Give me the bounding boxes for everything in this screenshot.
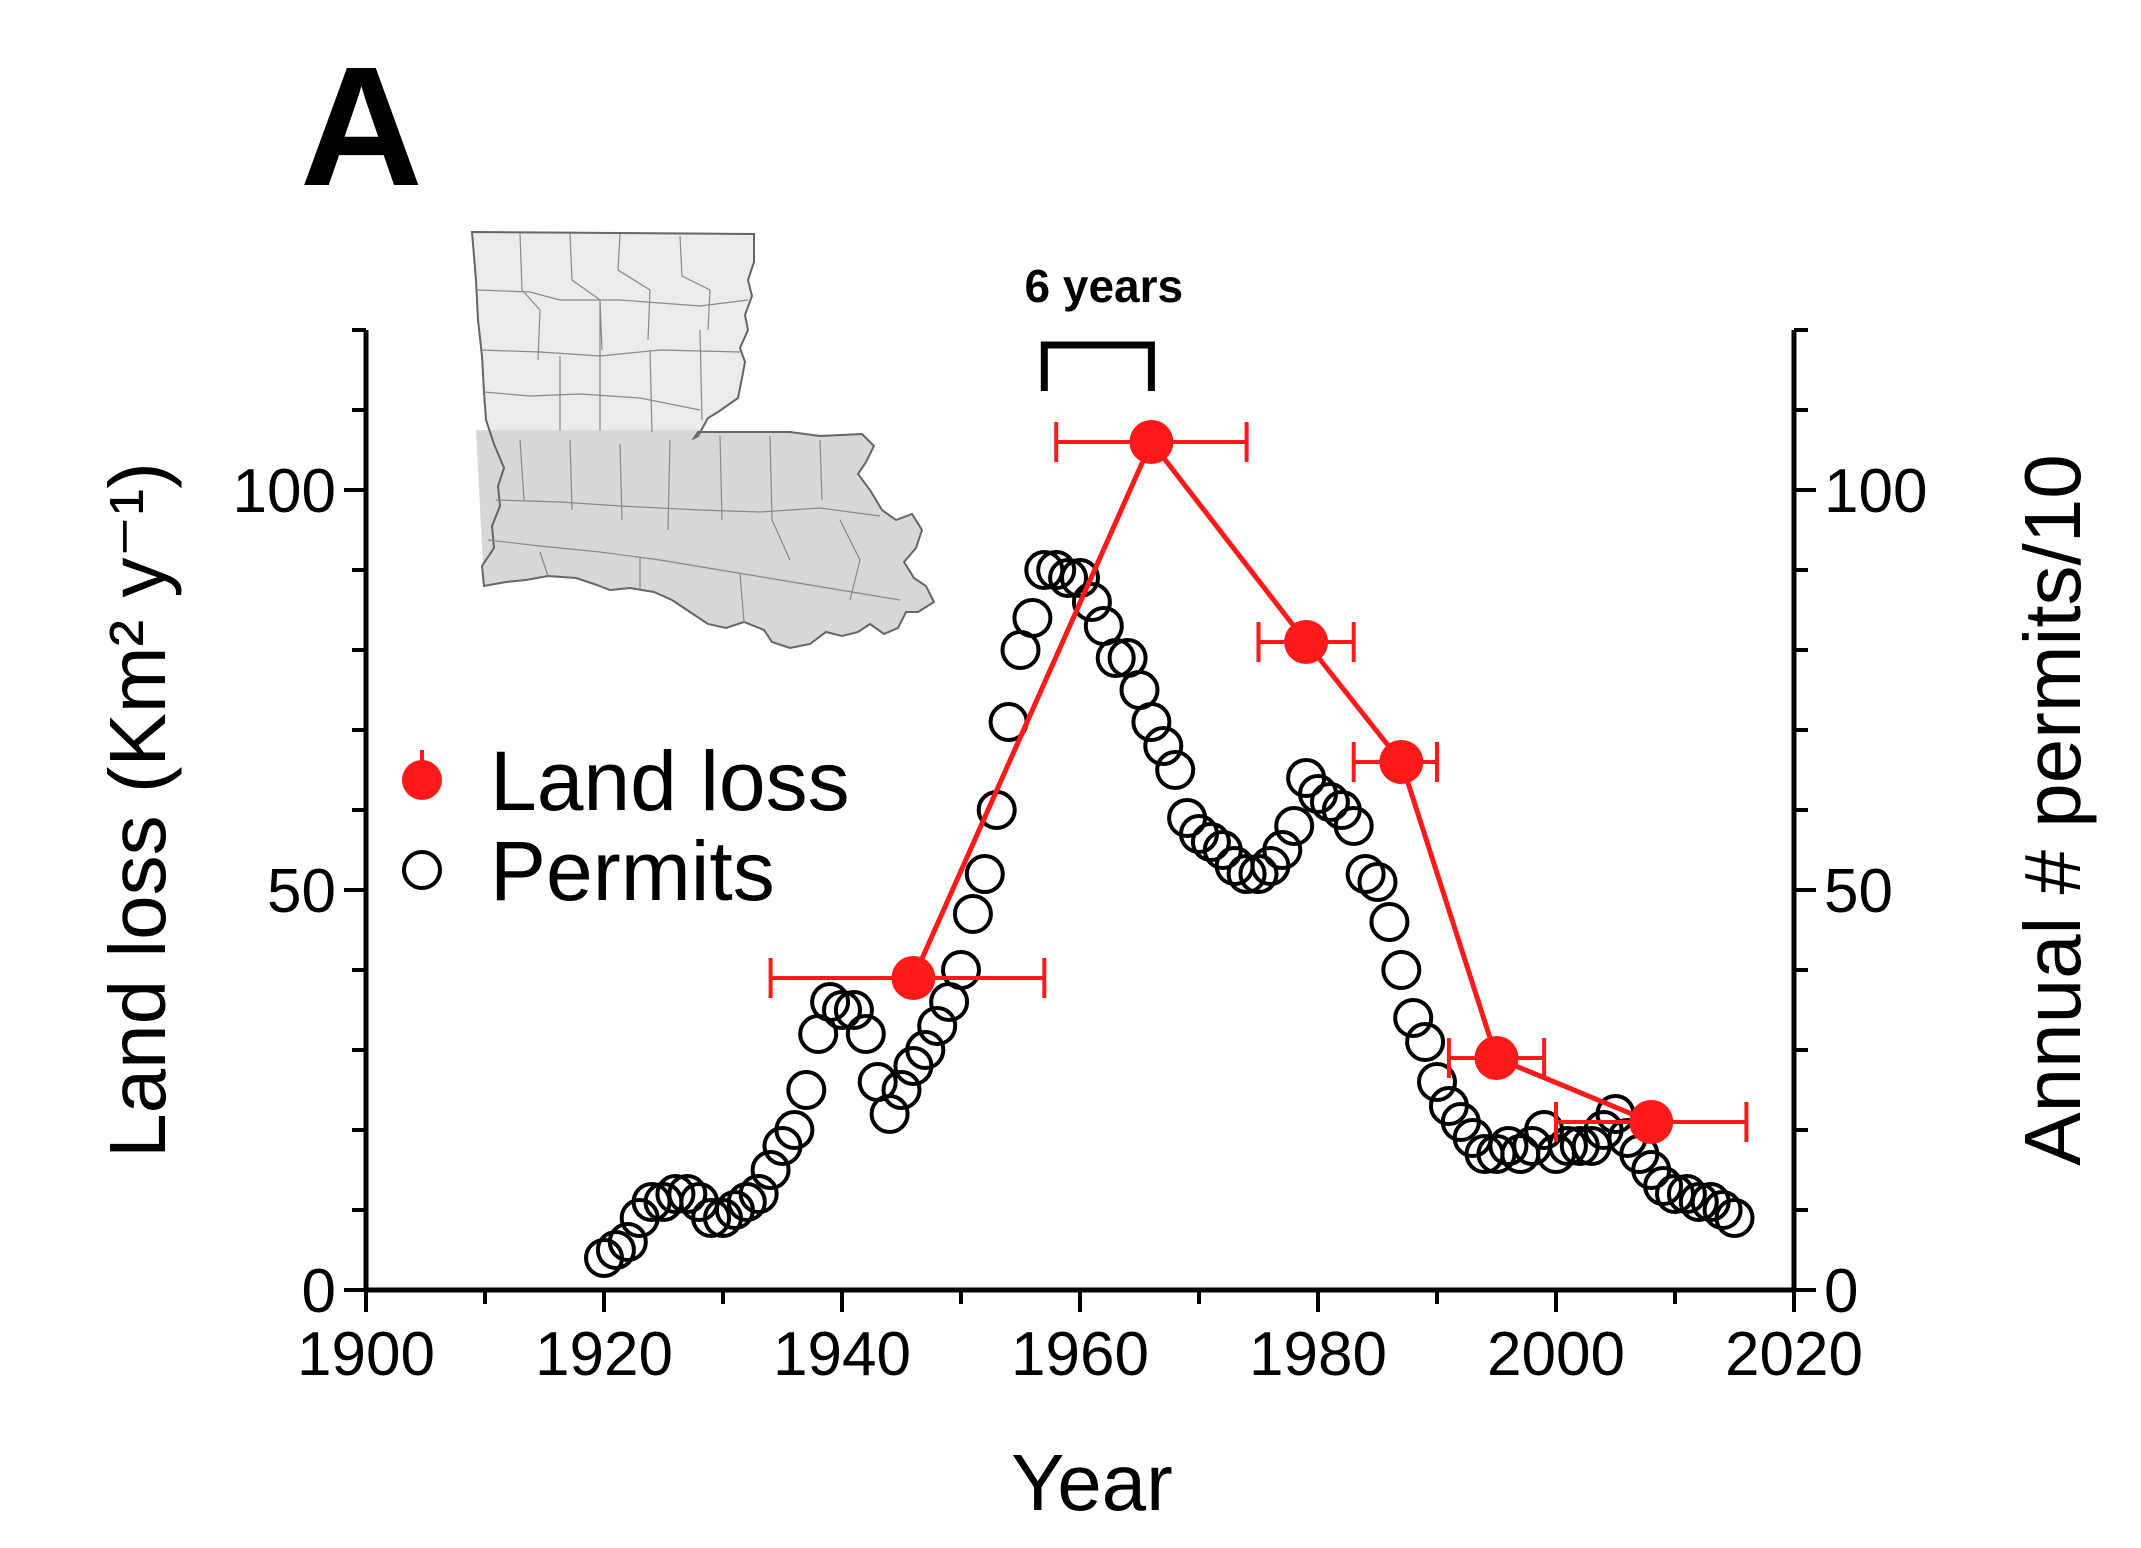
permits-point [786, 1070, 827, 1110]
permits-point [1381, 950, 1422, 990]
left-y-tick-label: 100 [233, 457, 336, 526]
permits-point [1131, 702, 1172, 742]
permits-point [1155, 750, 1196, 790]
permits-point [941, 950, 981, 990]
permits-point [1095, 638, 1136, 678]
permits-point [667, 1174, 708, 1214]
permits-point [1702, 1190, 1743, 1230]
permits-point [1405, 1022, 1446, 1062]
x-tick-label: 1960 [1011, 1320, 1149, 1389]
x-tick-label: 1920 [535, 1320, 673, 1389]
right-y-tick-label: 50 [1824, 857, 1893, 926]
legend-permits-label: Permits [490, 824, 775, 918]
land-loss-point [1629, 1100, 1674, 1144]
legend: Land loss Permits [402, 734, 850, 918]
permits-point [1357, 862, 1398, 902]
right-y-tick-label: 100 [1824, 457, 1927, 526]
permits-point [1048, 558, 1089, 598]
permits-point [833, 990, 874, 1030]
permits-point [1060, 558, 1100, 598]
permits-point [1547, 1126, 1588, 1166]
permits-point [1274, 806, 1315, 846]
x-tick-label: 2000 [1487, 1320, 1625, 1389]
x-axis-title: Year [1011, 1438, 1173, 1527]
permits-point [1488, 1126, 1529, 1166]
land-loss-line [911, 437, 1653, 1125]
legend-land-loss-label: Land loss [490, 734, 850, 828]
permits-point [1369, 902, 1410, 942]
permits-point [905, 1030, 946, 1070]
permits-point [595, 1230, 636, 1270]
right-y-tick-label: 0 [1824, 1257, 1858, 1326]
x-tick-label: 1980 [1249, 1320, 1387, 1389]
permits-point [1143, 726, 1184, 766]
x-tick-label: 2020 [1725, 1320, 1863, 1389]
permits-point [1012, 598, 1053, 638]
land-loss-point [1474, 1036, 1519, 1080]
permits-point [1666, 1174, 1707, 1214]
permits-point [1345, 854, 1386, 894]
x-tick-label: 1940 [773, 1320, 911, 1389]
land-loss-point [1129, 420, 1174, 464]
permits-point [655, 1174, 696, 1214]
permits-point [1333, 806, 1374, 846]
permits-point [750, 1150, 791, 1190]
permits-point [1714, 1198, 1755, 1238]
land-loss-point [1379, 740, 1424, 784]
six-years-bracket: 6 years [1025, 260, 1184, 391]
permits-point [952, 894, 993, 934]
permits-point [726, 1182, 767, 1222]
left-y-axis-title: Land loss (Km² y⁻¹) [93, 462, 182, 1158]
permits-point [691, 1198, 732, 1238]
permits-point [964, 854, 1005, 894]
permits-point [822, 990, 862, 1030]
bracket-label: 6 years [1025, 260, 1184, 312]
permits-point [917, 1006, 958, 1046]
permits-series [584, 550, 1755, 1278]
right-y-axis-title: Annual # permits/10 [2008, 454, 2097, 1166]
permits-point [1262, 830, 1303, 870]
right-y-ticks [1794, 328, 1816, 1292]
permits-point [774, 1110, 815, 1150]
permits-point [1393, 998, 1434, 1038]
permits-point [738, 1174, 779, 1214]
permits-point [607, 1222, 648, 1262]
permits-point [1071, 582, 1112, 622]
axes: 1900 1920 1940 1960 1980 2000 2020 0 50 … [233, 328, 1927, 1389]
permits-point [1417, 1062, 1457, 1102]
permits-point [1678, 1182, 1719, 1222]
permits-point [1500, 1134, 1541, 1174]
permits-point [1190, 822, 1231, 862]
bracket-line [1040, 341, 1155, 391]
legend-permits-marker [402, 850, 442, 890]
left-y-tick-label: 0 [302, 1257, 336, 1326]
permits-point [1309, 782, 1350, 822]
legend-land-loss-marker [402, 760, 442, 800]
x-ticks [364, 1290, 1796, 1312]
permits-point [1036, 550, 1077, 590]
permits-point [845, 1014, 886, 1054]
permits-point [869, 1094, 910, 1134]
louisiana-parish-map [470, 230, 936, 650]
permits-point [810, 982, 851, 1022]
land-loss-series [768, 420, 1749, 1144]
permits-point [881, 1070, 922, 1110]
land-loss-point [891, 956, 936, 1000]
permits-point [1226, 854, 1267, 894]
permits-point [1238, 854, 1279, 894]
x-tick-label: 1900 [297, 1320, 435, 1389]
left-y-ticks [344, 328, 366, 1292]
land-loss-point [1284, 620, 1329, 664]
permits-point [1643, 1166, 1684, 1206]
left-y-tick-label: 50 [267, 857, 336, 926]
panel-label: A [300, 32, 423, 222]
